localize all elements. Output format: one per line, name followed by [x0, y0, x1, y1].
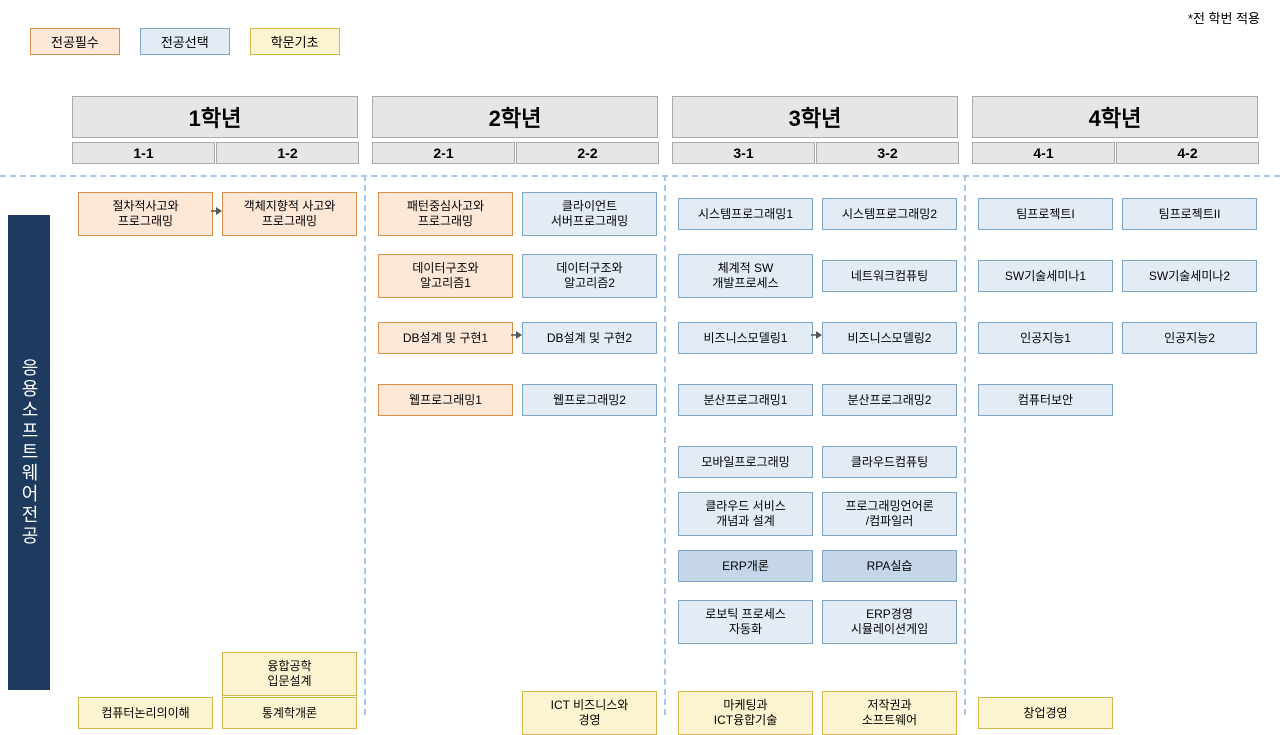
- course-box: 웹프로그래밍2: [522, 384, 657, 416]
- course-box: 클라우드 서비스 개념과 설계: [678, 492, 813, 536]
- legend-req: 전공필수: [30, 28, 120, 55]
- course-box: 인공지능2: [1122, 322, 1257, 354]
- course-box: 저작권과 소프트웨어: [822, 691, 957, 735]
- course-box: ERP경영 시뮬레이션게임: [822, 600, 957, 644]
- sidebar-major-label: 응용소프트웨어전공: [8, 215, 50, 690]
- course-box: ICT 비즈니스와 경영: [522, 691, 657, 735]
- course-box: 인공지능1: [978, 322, 1113, 354]
- sem-header-3-2: 3-2: [816, 142, 959, 164]
- course-box: SW기술세미나1: [978, 260, 1113, 292]
- course-box: 클라우드컴퓨팅: [822, 446, 957, 478]
- course-box: 융합공학 입문설계: [222, 652, 357, 696]
- legend: 전공필수 전공선택 학문기초: [30, 28, 340, 55]
- course-box: 프로그래밍언어론 /컴파일러: [822, 492, 957, 536]
- note-apply-all: *전 학번 적용: [1188, 8, 1260, 27]
- sem-header-2-2: 2-2: [516, 142, 659, 164]
- legend-foun: 학문기초: [250, 28, 340, 55]
- course-box: DB설계 및 구현1: [378, 322, 513, 354]
- course-box: 컴퓨터논리의이해: [78, 697, 213, 729]
- course-box: 체계적 SW 개발프로세스: [678, 254, 813, 298]
- divider-vertical: [964, 175, 966, 715]
- course-box: 팀프로젝트I: [978, 198, 1113, 230]
- course-box: 네트워크컴퓨팅: [822, 260, 957, 292]
- course-box: 통계학개론: [222, 697, 357, 729]
- course-box: ERP개론: [678, 550, 813, 582]
- sem-header-1-1: 1-1: [72, 142, 215, 164]
- course-box: 마케팅과 ICT융합기술: [678, 691, 813, 735]
- course-box: SW기술세미나2: [1122, 260, 1257, 292]
- divider-horizontal: [0, 175, 1280, 177]
- course-box: 분산프로그래밍2: [822, 384, 957, 416]
- year-header-2: 2학년: [372, 96, 658, 138]
- course-box: 분산프로그래밍1: [678, 384, 813, 416]
- course-box: 시스템프로그래밍1: [678, 198, 813, 230]
- sem-header-2-1: 2-1: [372, 142, 515, 164]
- course-box: 클라이언트 서버프로그래밍: [522, 192, 657, 236]
- course-box: 비즈니스모델링1: [678, 322, 813, 354]
- sem-header-1-2: 1-2: [216, 142, 359, 164]
- course-box: 시스템프로그래밍2: [822, 198, 957, 230]
- course-box: 모바일프로그래밍: [678, 446, 813, 478]
- course-box: 절차적사고와 프로그래밍: [78, 192, 213, 236]
- course-box: 객체지향적 사고와 프로그래밍: [222, 192, 357, 236]
- year-header-4: 4학년: [972, 96, 1258, 138]
- course-box: 로보틱 프로세스 자동화: [678, 600, 813, 644]
- course-box: RPA실습: [822, 550, 957, 582]
- legend-elec: 전공선택: [140, 28, 230, 55]
- course-box: 패턴중심사고와 프로그래밍: [378, 192, 513, 236]
- sem-header-4-2: 4-2: [1116, 142, 1259, 164]
- course-box: 웹프로그래밍1: [378, 384, 513, 416]
- course-box: 팀프로젝트II: [1122, 198, 1257, 230]
- course-box: 데이터구조와 알고리즘2: [522, 254, 657, 298]
- sem-header-4-1: 4-1: [972, 142, 1115, 164]
- year-header-1: 1학년: [72, 96, 358, 138]
- course-box: 창업경영: [978, 697, 1113, 729]
- course-box: 컴퓨터보안: [978, 384, 1113, 416]
- sem-header-3-1: 3-1: [672, 142, 815, 164]
- divider-vertical: [364, 175, 366, 715]
- course-box: DB설계 및 구현2: [522, 322, 657, 354]
- course-box: 데이터구조와 알고리즘1: [378, 254, 513, 298]
- course-box: 비즈니스모델링2: [822, 322, 957, 354]
- year-header-3: 3학년: [672, 96, 958, 138]
- divider-vertical: [664, 175, 666, 715]
